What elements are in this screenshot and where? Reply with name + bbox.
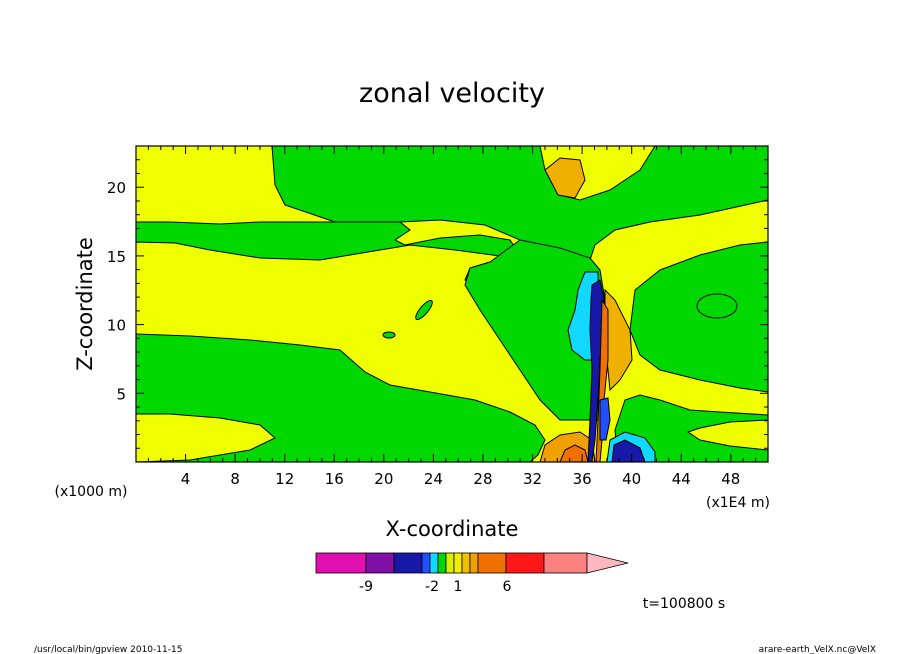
y-axis-label: Z-coordinate bbox=[73, 237, 97, 371]
footer-right: arare-earth_VelX.nc@VelX bbox=[759, 645, 876, 654]
colorbar-swatch bbox=[437, 552, 447, 574]
x-tick-label: 32 bbox=[523, 470, 542, 488]
colorbar: -9 -2 1 6 bbox=[315, 552, 629, 595]
colorbar-swatch bbox=[393, 552, 423, 574]
colorbar-swatch bbox=[453, 552, 463, 574]
contour-red-bottom bbox=[559, 444, 589, 462]
x-axis-label: X-coordinate bbox=[386, 517, 519, 541]
colorbar-swatch bbox=[365, 552, 395, 574]
colorbar-swatch bbox=[445, 552, 455, 574]
x-tick-label: 44 bbox=[672, 470, 691, 488]
colorbar-tick-label: 6 bbox=[503, 579, 512, 595]
contour-green-blob-right bbox=[696, 293, 738, 319]
colorbar-tick-label: -9 bbox=[359, 579, 373, 595]
plot-frame bbox=[135, 145, 769, 463]
x-tick-label: 48 bbox=[721, 470, 740, 488]
plot-area bbox=[135, 145, 769, 463]
y-tick-label: 5 bbox=[116, 385, 126, 403]
x-tick-label: 28 bbox=[473, 470, 492, 488]
colorbar-swatch bbox=[543, 552, 588, 574]
x-tick-label: 12 bbox=[275, 470, 294, 488]
colorbar-swatch bbox=[469, 552, 479, 574]
chart-title: zonal velocity bbox=[359, 78, 545, 109]
contour-blue-bottom bbox=[611, 439, 646, 462]
contour-green-lower bbox=[136, 333, 546, 462]
x-tick-label: 4 bbox=[181, 470, 191, 488]
contour-orange-top bbox=[544, 157, 586, 199]
y-tick-label: 20 bbox=[107, 179, 126, 197]
x-tick-label: 20 bbox=[374, 470, 393, 488]
x-axis-unit: (x1E4 m) bbox=[706, 495, 770, 511]
x-tick-label: 36 bbox=[573, 470, 592, 488]
colorbar-arrow bbox=[586, 552, 629, 574]
x-tick-label: 24 bbox=[424, 470, 443, 488]
contour-jet-cyan bbox=[599, 397, 611, 441]
footer-left: /usr/local/bin/gpview 2010-11-15 bbox=[34, 645, 182, 654]
y-tick-label: 10 bbox=[107, 317, 126, 335]
x-tick-label: 8 bbox=[230, 470, 240, 488]
time-label: t=100800 s bbox=[643, 596, 725, 612]
colorbar-tick-label: -2 bbox=[425, 579, 439, 595]
colorbar-tick-label: 1 bbox=[454, 579, 463, 595]
y-axis-unit: (x1000 m) bbox=[55, 484, 128, 500]
contour-green-blob-small bbox=[382, 331, 396, 339]
colorbar-swatch bbox=[429, 552, 439, 574]
colorbar-swatch bbox=[505, 552, 545, 574]
colorbar-swatch bbox=[421, 552, 431, 574]
x-tick-label: 16 bbox=[325, 470, 344, 488]
y-tick-label: 15 bbox=[107, 248, 126, 266]
colorbar-swatch bbox=[461, 552, 471, 574]
contour-green-blob-mid bbox=[415, 299, 433, 321]
x-tick-label: 40 bbox=[622, 470, 641, 488]
colorbar-swatch bbox=[315, 552, 367, 574]
colorbar-swatch bbox=[477, 552, 507, 574]
contour-green-column bbox=[464, 239, 606, 421]
contour-green-upper bbox=[271, 146, 768, 261]
contour-yellow-tongue bbox=[686, 419, 768, 451]
contour-jet-orange bbox=[595, 298, 609, 462]
